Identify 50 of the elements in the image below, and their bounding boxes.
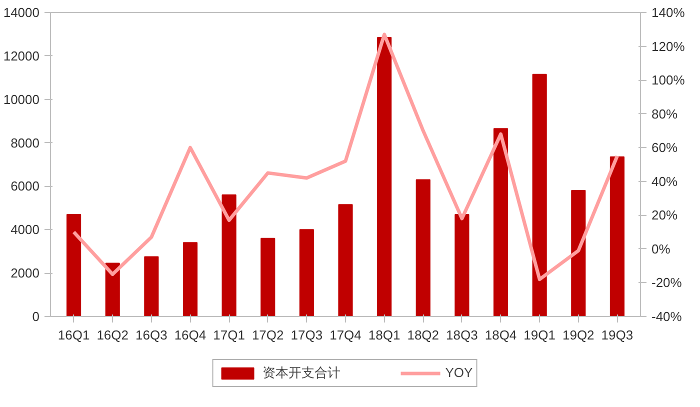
y-tick-label: 2000 <box>10 266 40 281</box>
x-tick-label: 18Q4 <box>484 328 517 342</box>
bar <box>66 214 82 316</box>
legend-label: YOY <box>445 365 473 380</box>
bar <box>182 242 198 316</box>
y2-tick-label: 120% <box>652 38 686 54</box>
x-tick-label: 19Q3 <box>601 328 634 342</box>
legend-label: 资本开支合计 <box>262 364 340 382</box>
y2-tick-label: -40% <box>652 309 682 324</box>
y2-tick-label: 40% <box>652 174 678 189</box>
x-tick-label: 16Q3 <box>136 328 168 342</box>
y2-tick-label: 20% <box>652 208 678 223</box>
y2-tick-label: 80% <box>652 106 678 122</box>
bar <box>493 128 508 316</box>
bar <box>454 214 470 316</box>
x-tick-label: 18Q2 <box>407 328 440 342</box>
y2-tick-label: 140% <box>652 5 686 20</box>
y2-tick-label: 0% <box>652 241 671 256</box>
x-tick-label: 17Q4 <box>330 328 362 342</box>
bar <box>260 238 276 316</box>
y2-tick-label: -20% <box>652 275 682 290</box>
x-tick-label: 18Q3 <box>446 328 478 342</box>
x-tick-label: 19Q1 <box>524 328 556 342</box>
x-tick-label: 16Q4 <box>174 328 206 342</box>
y2-tick-label: 100% <box>652 72 686 88</box>
x-tick-label: 16Q2 <box>96 328 129 342</box>
y-tick-label: 10000 <box>3 92 40 107</box>
bar <box>338 204 353 316</box>
bar <box>144 256 159 316</box>
bar <box>299 229 314 316</box>
x-tick-label: 16Q1 <box>58 328 90 342</box>
bar <box>532 74 547 316</box>
y-tick-label: 4000 <box>10 222 40 238</box>
x-tick-label: 18Q1 <box>368 328 400 342</box>
x-tick-label: 17Q1 <box>213 328 245 342</box>
line-series <box>72 32 619 282</box>
y-tick-label: 12000 <box>3 48 40 64</box>
x-tick-label: 19Q2 <box>562 328 594 342</box>
x-tick-label: 17Q2 <box>252 328 284 342</box>
y-tick-label: 6000 <box>10 178 40 194</box>
y2-tick-label: 60% <box>652 140 678 156</box>
bar <box>416 179 430 316</box>
bar <box>571 190 586 316</box>
bar <box>377 36 392 316</box>
bar <box>610 156 625 316</box>
bar <box>222 194 236 316</box>
y-tick-label: 14000 <box>3 5 40 20</box>
x-tick-label: 17Q3 <box>290 328 323 342</box>
y-tick-label: 0 <box>32 309 40 324</box>
y-tick-label: 8000 <box>10 135 40 150</box>
